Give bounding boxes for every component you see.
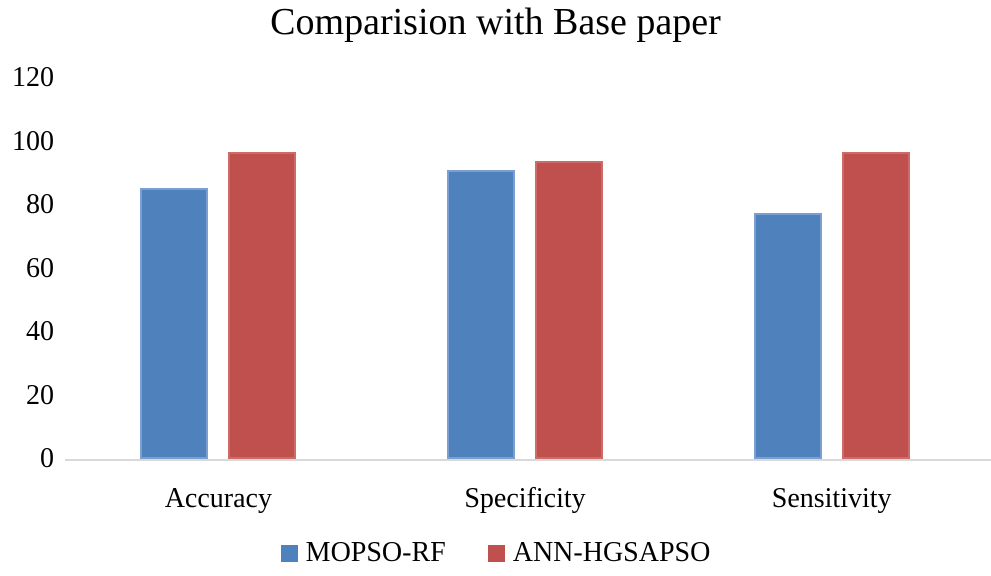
x-axis-line — [65, 459, 991, 461]
legend-label: MOPSO-RF — [305, 537, 446, 568]
y-tick-label-60: 60 — [26, 252, 54, 284]
legend: MOPSO-RF ANN-HGSAPSO — [0, 538, 991, 568]
legend-swatch-icon — [280, 544, 298, 562]
y-tick-label-20: 20 — [26, 379, 54, 411]
bar-mopso-rf-sensitivity — [753, 212, 822, 459]
bar-ann-hgsapso-sensitivity — [841, 151, 910, 459]
y-tick-label-80: 80 — [26, 189, 54, 220]
x-label-accuracy: Accuracy — [164, 483, 272, 514]
legend-swatch-icon — [487, 544, 505, 562]
legend-item-ann-hgsapso: ANN-HGSAPSO — [487, 537, 711, 568]
y-tick-label-0: 0 — [40, 443, 54, 474]
bar-mopso-rf-accuracy — [140, 187, 209, 459]
x-label-sensitivity: Sensitivity — [771, 483, 892, 514]
legend-item-mopso-rf: MOPSO-RF — [280, 537, 446, 568]
legend-label: ANN-HGSAPSO — [512, 537, 711, 568]
bar-ann-hgsapso-accuracy — [228, 151, 297, 459]
y-tick-label-120: 120 — [12, 62, 54, 93]
bar-ann-hgsapso-specificity — [535, 160, 603, 459]
y-tick-label-100: 100 — [12, 125, 54, 157]
y-tick-label-40: 40 — [26, 316, 54, 347]
bar-mopso-rf-specificity — [447, 170, 515, 459]
chart-title: Comparision with Base paper — [270, 1, 721, 43]
x-label-specificity: Specificity — [464, 483, 586, 514]
